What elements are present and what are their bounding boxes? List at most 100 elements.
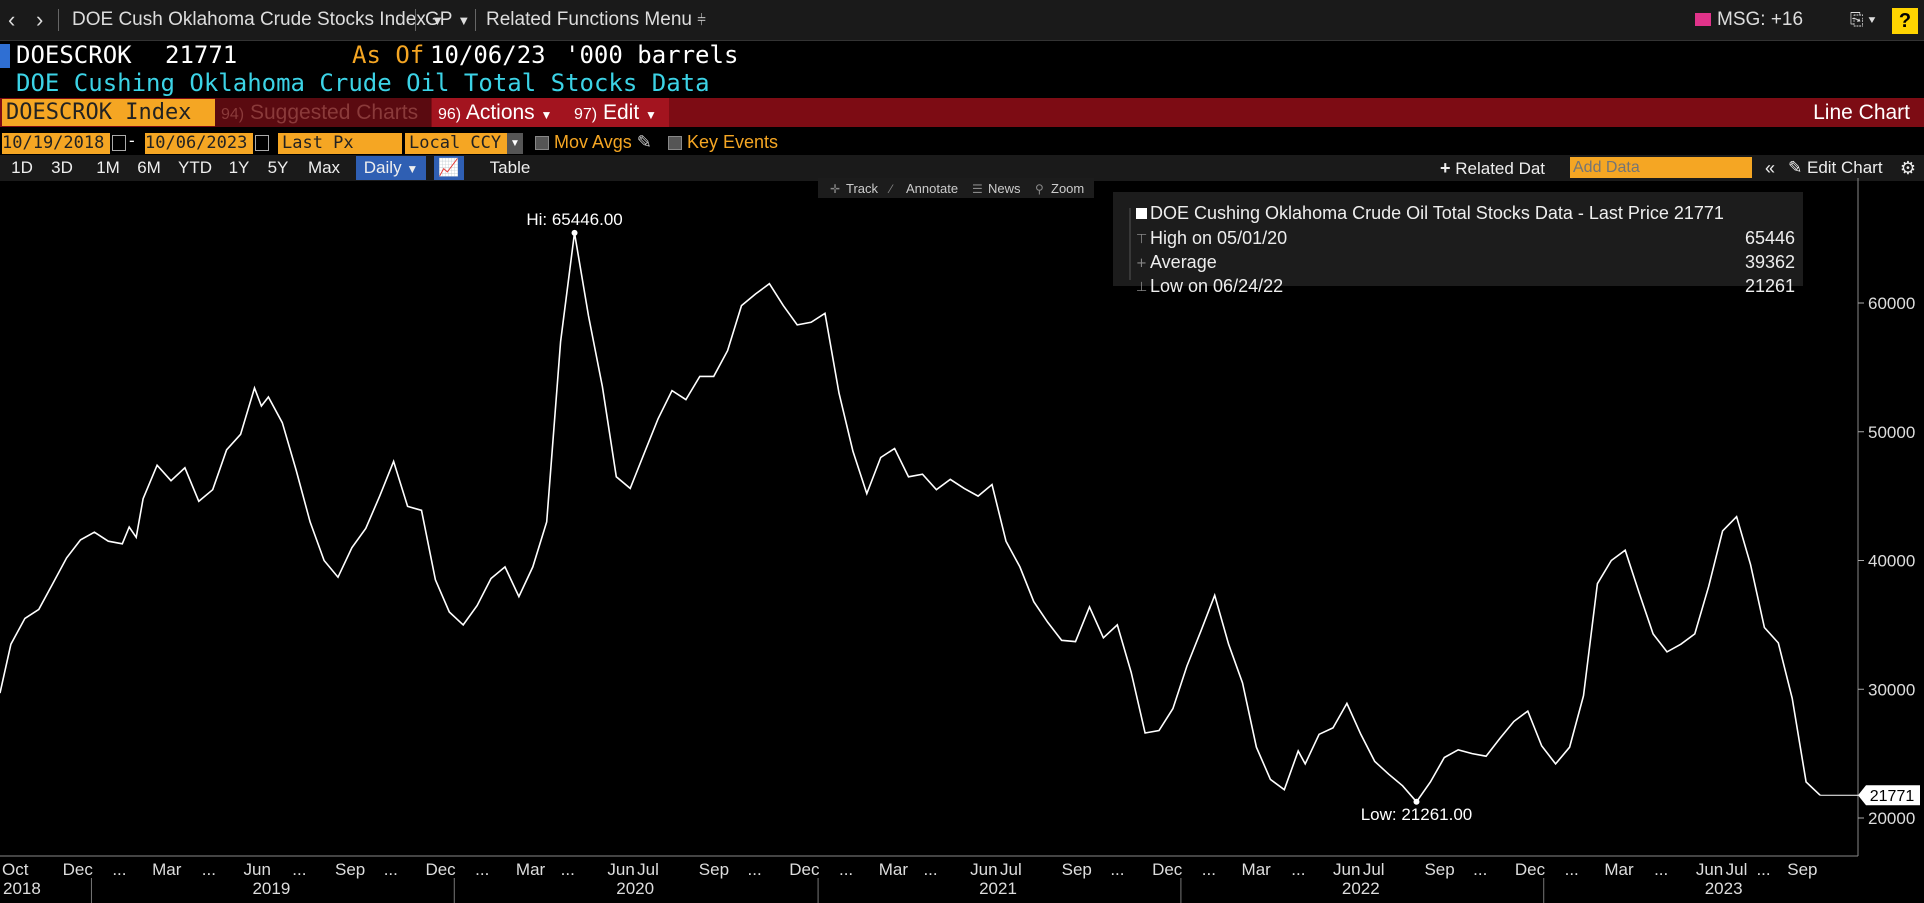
pencil-icon[interactable]: ✎ [636, 132, 652, 152]
caret-down-icon: ▼ [457, 13, 471, 28]
x-tick-label: Jun [970, 860, 997, 879]
calendar-icon[interactable] [112, 135, 126, 151]
annotate-icon[interactable]: ⁄ [887, 182, 894, 196]
gear-icon[interactable]: ⚙ [1899, 158, 1917, 178]
messages-label: MSG: +16 [1717, 9, 1804, 30]
add-data-input[interactable] [1570, 157, 1752, 178]
year-label: 2021 [979, 879, 1017, 898]
tool-bar-bg [818, 178, 1094, 198]
zoom-icon[interactable]: ⚲ [1035, 182, 1044, 196]
period-button-6m[interactable]: 6M [137, 158, 161, 177]
security-menu[interactable]: DOE Cush Oklahoma Crude Stocks Index ▼ [72, 0, 444, 40]
x-tick-label: Oct [2, 860, 29, 879]
chevron-left-icon[interactable]: ‹ [8, 7, 16, 32]
period-button-max[interactable]: Max [307, 158, 341, 177]
date-separator: - [129, 131, 135, 150]
caret-down-icon[interactable]: ▼ [507, 133, 523, 154]
suggested-charts-label: Suggested Charts [249, 101, 419, 124]
related-functions-menu[interactable]: Related Functions Menu ⫩ [486, 0, 706, 40]
frequency-label: Daily [363, 158, 402, 177]
x-tick-label: Dec [1152, 860, 1183, 879]
x-tick-label: Mar [516, 860, 546, 879]
price-chart[interactable]: ✛ Track ⁄ Annotate ☰ News ⚲ Zoom 20000 30000 4000… [0, 178, 1924, 903]
period-button-1m[interactable]: 1M [96, 158, 120, 177]
x-tick-label: Sep [1424, 860, 1454, 879]
news-tool[interactable]: News [988, 181, 1021, 196]
actions-button[interactable]: 96) Actions ▼ [432, 98, 568, 127]
x-tick-label: Dec [425, 860, 456, 879]
x-tick-label: Jun [607, 860, 634, 879]
security-field[interactable]: DOESCROK Index [2, 99, 216, 126]
legend-stat-value: 39362 [1745, 252, 1795, 272]
end-date-field[interactable]: 10/06/2023 [145, 133, 253, 154]
track-icon[interactable]: ✛ [830, 182, 840, 196]
envelope-icon [1695, 13, 1711, 27]
x-tick-label: ... [1756, 860, 1770, 879]
legend-stat-icon: + [1136, 256, 1147, 271]
mov-avgs-label: Mov Avgs [554, 132, 632, 152]
actions-number: 96) [438, 106, 462, 123]
chart-type-label[interactable]: Line Chart [1813, 101, 1910, 124]
collapse-icon[interactable]: « [1764, 158, 1775, 178]
mov-avgs-toggle[interactable]: Mov Avgs ✎ [535, 132, 652, 153]
x-tick-label: ... [384, 860, 398, 879]
messages-button[interactable]: MSG: +16 [1695, 0, 1803, 40]
suggested-charts-number: 94) [221, 106, 245, 123]
suggested-charts-button[interactable]: 94) Suggested Charts [215, 98, 431, 127]
gp-menu-label: GP [425, 9, 453, 30]
line-chart-icon[interactable]: 📈 [434, 156, 464, 180]
news-icon[interactable]: ☰ [972, 182, 983, 196]
period-button-5y[interactable]: 5Y [267, 158, 289, 177]
x-tick-label: Sep [699, 860, 729, 879]
key-events-toggle[interactable]: Key Events [668, 132, 778, 153]
period-button-ytd[interactable]: YTD [178, 158, 212, 177]
chart-legend: DOE Cushing Oklahoma Crude Oil Total Sto… [1113, 192, 1803, 296]
x-tick-label: ... [748, 860, 762, 879]
actions-label: Actions [465, 101, 535, 124]
table-button[interactable]: Table [489, 158, 531, 177]
period-button-3d[interactable]: 3D [51, 158, 73, 177]
legend-series-label: DOE Cushing Oklahoma Crude Oil Total Sto… [1150, 203, 1724, 223]
edit-chart-button[interactable]: ✎ Edit Chart [1788, 156, 1896, 180]
period-button-1d[interactable]: 1D [11, 158, 33, 177]
related-data-button[interactable]: + Related Dat [1440, 158, 1546, 178]
related-menu-label: Related Functions Menu [486, 9, 692, 30]
currency-select[interactable]: Local CCY [405, 133, 509, 154]
frequency-select[interactable]: Daily ▼ [356, 156, 426, 180]
x-tick-label: Mar [879, 860, 909, 879]
annotate-tool[interactable]: Annotate [906, 181, 958, 196]
x-tick-label: Sep [1787, 860, 1817, 879]
caret-down-icon: ▼ [645, 108, 657, 122]
chevron-right-icon[interactable]: › [36, 7, 44, 32]
checkbox[interactable] [535, 136, 549, 151]
calendar-icon[interactable] [255, 135, 269, 151]
period-button-1y[interactable]: 1Y [228, 158, 250, 177]
zoom-tool[interactable]: Zoom [1051, 181, 1084, 196]
start-date-field[interactable]: 10/19/2018 [2, 133, 110, 154]
pencil-icon: ✎ [1788, 158, 1803, 177]
help-label: ? [1898, 10, 1912, 32]
last-price-label: 21771 [1870, 788, 1915, 805]
gp-menu[interactable]: GP ▼ [425, 0, 470, 40]
legend-stat-value: 65446 [1745, 228, 1795, 248]
x-tick-label: Dec [63, 860, 94, 879]
chart-axes: 20000 30000 40000 50000 60000 Oct Dec... Mar...… [0, 178, 1915, 903]
last-value: 21771 [165, 41, 238, 69]
security-description: DOE Cushing Oklahoma Crude Oil Total Sto… [16, 69, 710, 97]
edit-button[interactable]: 97) Edit ▼ [568, 98, 669, 127]
legend-stat-icon: ⊥ [1136, 280, 1147, 295]
caret-down-icon: ▼ [406, 162, 419, 176]
legend-stat-value: 21261 [1745, 276, 1795, 296]
divider [58, 9, 59, 31]
key-events-label: Key Events [687, 132, 779, 152]
add-data-text[interactable] [1570, 158, 1752, 178]
track-tool[interactable]: Track [846, 181, 879, 196]
x-tick-label: ... [561, 860, 575, 879]
price-field-select[interactable]: Last Px [278, 133, 402, 154]
help-button[interactable]: ? [1892, 8, 1918, 34]
checkbox[interactable] [668, 136, 682, 151]
high-label: Hi: 65446.00 [526, 210, 622, 229]
edit-label: Edit [602, 101, 640, 124]
window-options-icon[interactable]: ⎘ ▾ [1850, 10, 1876, 29]
x-tick-label: Mar [1242, 860, 1272, 879]
